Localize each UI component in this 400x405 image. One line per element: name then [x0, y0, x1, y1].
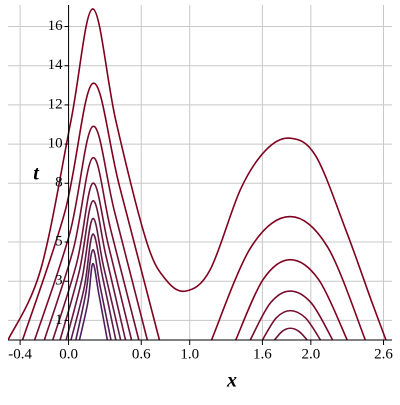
y-tick-label: 16 [48, 18, 64, 34]
contour-line [75, 249, 112, 341]
x-tick-label: 2.6 [374, 346, 393, 362]
contour-line [33, 125, 149, 341]
x-axis-title: x [226, 370, 237, 392]
y-tick-label: 1 [55, 312, 63, 328]
contour-line [21, 82, 161, 341]
y-tick-label: 3 [55, 273, 63, 289]
contour-line [70, 233, 117, 341]
contours [8, 8, 387, 341]
x-tick-label: 2.0 [301, 346, 320, 362]
y-tick-label: 14 [48, 57, 64, 73]
contour-line [52, 182, 133, 341]
y-tick-label: 12 [48, 96, 63, 112]
contour-line [8, 8, 387, 341]
grid [8, 5, 392, 340]
y-axis-title: t [33, 163, 40, 185]
x-tick-label: 1.6 [253, 346, 272, 362]
x-tick-label: 1.0 [180, 346, 199, 362]
contour-line [210, 215, 367, 341]
contour-line [78, 262, 109, 341]
x-tick-label: 0.0 [59, 346, 78, 362]
contour-line [43, 156, 140, 341]
axes: -0.4 0.0 0.6 1.0 1.6 2.0 2.6 1 3 5 8 10 12 14 16 [8, 5, 393, 362]
contour-line [261, 309, 322, 341]
y-tick-label: 8 [55, 175, 63, 191]
contour-line [273, 327, 308, 341]
x-tick-label: 0.6 [132, 346, 151, 362]
contour-line [249, 290, 334, 341]
x-tick-label: -0.4 [8, 346, 32, 362]
y-tick-label: 5 [55, 233, 63, 249]
contour-line [235, 258, 348, 341]
contour-line [59, 200, 127, 341]
contour-line [65, 217, 122, 341]
y-tick-label: 10 [48, 136, 63, 152]
